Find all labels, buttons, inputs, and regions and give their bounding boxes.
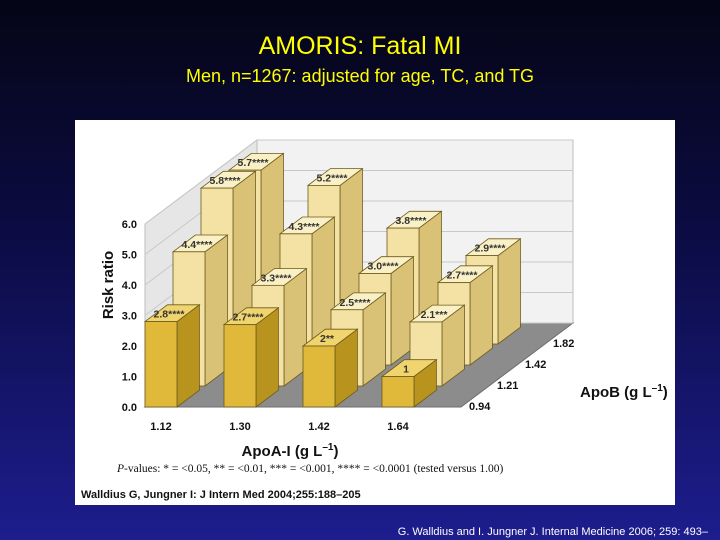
y-tick-label: 0.0 — [122, 402, 137, 414]
data-label: 5.2**** — [317, 172, 349, 184]
z-tick-label: 0.94 — [469, 401, 491, 413]
z-axis-label-close: ) — [663, 384, 668, 401]
z-axis-label-exp: –1 — [652, 383, 664, 394]
y-tick-label: 4.0 — [122, 280, 137, 292]
p-values-note-text: -values: * = <0.05, ** = <0.01, *** = <0… — [124, 463, 503, 475]
data-label: 1 — [403, 364, 409, 376]
chart-labels: 0.0 1.0 2.0 3.0 4.0 5.0 6.0 1.12 1.30 1.42 1.64 0.9… — [122, 157, 575, 433]
chart-panel: 0.0 1.0 2.0 3.0 4.0 5.0 6.0 1.12 1.30 1.42 1.64 0.9… — [75, 120, 675, 505]
z-tick-label: 1.21 — [497, 380, 518, 392]
bar-front — [381, 376, 415, 408]
z-tick-label: 1.42 — [525, 359, 546, 371]
y-tick-label: 2.0 — [122, 341, 137, 353]
y-tick-label: 1.0 — [122, 372, 137, 384]
p-values-note-italic: P — [116, 463, 124, 475]
y-axis-label: Risk ratio — [100, 251, 117, 319]
x-tick-label: 1.30 — [229, 421, 250, 433]
x-tick-label: 1.42 — [308, 421, 329, 433]
risk-ratio-3d-bar-chart: 0.0 1.0 2.0 3.0 4.0 5.0 6.0 1.12 1.30 1.42 1.64 0.9… — [81, 139, 668, 501]
x-axis-label-close: ) — [333, 443, 338, 460]
z-tick-label: 1.82 — [553, 338, 574, 350]
slide-subtitle: Men, n=1267: adjusted for age, TC, and T… — [185, 66, 535, 86]
data-label: 2.7**** — [447, 270, 479, 282]
data-label: 2.1*** — [421, 309, 449, 321]
data-label: 5.8**** — [210, 175, 242, 187]
p-values-note: P-values: * = <0.05, ** = <0.01, *** = <… — [116, 463, 503, 475]
bar — [143, 304, 201, 408]
bar-front — [144, 321, 178, 408]
data-label: 3.3**** — [261, 272, 293, 284]
data-label: 2.9**** — [475, 243, 507, 255]
data-label: 2** — [320, 333, 335, 345]
bar-side — [497, 238, 521, 345]
data-label: 2.8**** — [154, 309, 186, 321]
data-label: 3.0**** — [368, 261, 400, 273]
chart-bars — [143, 152, 522, 408]
x-axis-label-text: ApoA-I (g L — [242, 443, 323, 460]
data-label: 3.8**** — [396, 215, 428, 227]
data-label: 2.7**** — [233, 312, 265, 324]
source-footer: G. Walldius and I. Jungner J. Internal M… — [397, 526, 708, 538]
bar — [222, 307, 280, 408]
data-label: 2.5**** — [340, 297, 372, 309]
y-tick-label: 5.0 — [122, 250, 137, 262]
bar-front — [302, 345, 336, 408]
data-label: 4.4**** — [182, 239, 214, 251]
bar — [301, 328, 359, 408]
slide-title: AMORIS: Fatal MI — [258, 32, 462, 60]
x-axis-label-exp: –1 — [322, 442, 334, 453]
z-axis-label-text: ApoB (g L — [580, 384, 652, 401]
data-label: 5.7**** — [238, 157, 270, 169]
x-tick-label: 1.64 — [387, 421, 409, 433]
citation: Walldius G, Jungner I: J Intern Med 2004… — [81, 489, 361, 501]
bar — [380, 358, 438, 408]
x-axis-label: ApoA-I (g L–1) — [242, 442, 339, 460]
z-axis-label: ApoB (g L–1) — [580, 383, 668, 401]
bar-front — [223, 324, 257, 408]
y-tick-label: 3.0 — [122, 311, 137, 323]
x-tick-label: 1.12 — [150, 421, 171, 433]
gridline-side — [144, 139, 258, 225]
y-tick-label: 6.0 — [122, 219, 137, 231]
data-label: 4.3**** — [289, 221, 321, 233]
